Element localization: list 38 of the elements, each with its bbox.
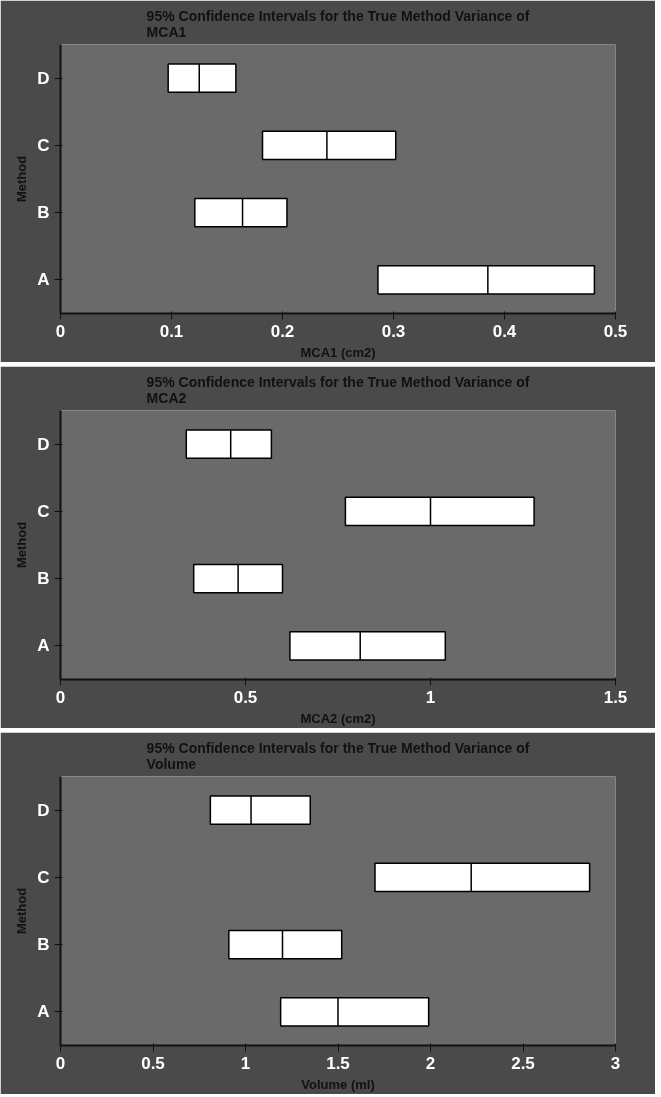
y-tick-label: A	[37, 1002, 50, 1022]
x-tick-label: 0.5	[233, 687, 258, 707]
y-axis-title: Method	[14, 521, 30, 569]
y-axis-title: Method	[14, 155, 30, 203]
chart-title: 95% Confidence Intervals for the True Method Variance of MCA1	[146, 7, 530, 40]
x-tick-label: 0.3	[381, 321, 406, 341]
x-tick-label: 1	[425, 687, 436, 707]
x-tick-label: 1.5	[326, 1053, 350, 1073]
x-tick-label: 2	[425, 1053, 436, 1073]
y-tick-label: D	[37, 68, 50, 88]
x-axis-title: MCA2 (cm2)	[300, 710, 376, 726]
x-tick-label: 0	[55, 321, 66, 341]
y-tick-label: C	[37, 867, 50, 887]
x-tick-label: 0.5	[603, 321, 628, 341]
y-tick-label: B	[37, 935, 50, 955]
x-tick-label: 0.4	[492, 321, 517, 341]
y-tick-label: D	[37, 434, 50, 454]
chart-title: 95% Confidence Intervals for the True Method Variance of MCA2	[146, 373, 530, 406]
x-axis-title: Volume (ml)	[301, 1076, 375, 1092]
x-tick-label: 1	[240, 1053, 251, 1073]
y-tick-label: A	[37, 270, 50, 290]
x-tick-label: 0.1	[159, 321, 184, 341]
y-tick-label: B	[37, 569, 50, 589]
y-tick-label: C	[37, 501, 50, 521]
x-tick-label: 2.5	[511, 1053, 535, 1073]
y-axis-title: Method	[14, 887, 30, 935]
y-tick-label: C	[37, 135, 50, 155]
x-tick-label: 1.5	[603, 687, 628, 707]
x-tick-label: 0	[55, 687, 66, 707]
chart-title: 95% Confidence Intervals for the True Method Variance of Volume	[146, 739, 530, 772]
y-tick-label: A	[37, 636, 50, 656]
x-tick-label: 0.2	[270, 321, 295, 341]
y-tick-label: D	[37, 800, 50, 820]
x-tick-label: 0.5	[141, 1053, 165, 1073]
y-tick-label: B	[37, 203, 50, 223]
x-tick-label: 3	[610, 1053, 621, 1073]
x-tick-label: 0	[55, 1053, 66, 1073]
x-axis-title: MCA1 (cm2)	[300, 344, 376, 360]
